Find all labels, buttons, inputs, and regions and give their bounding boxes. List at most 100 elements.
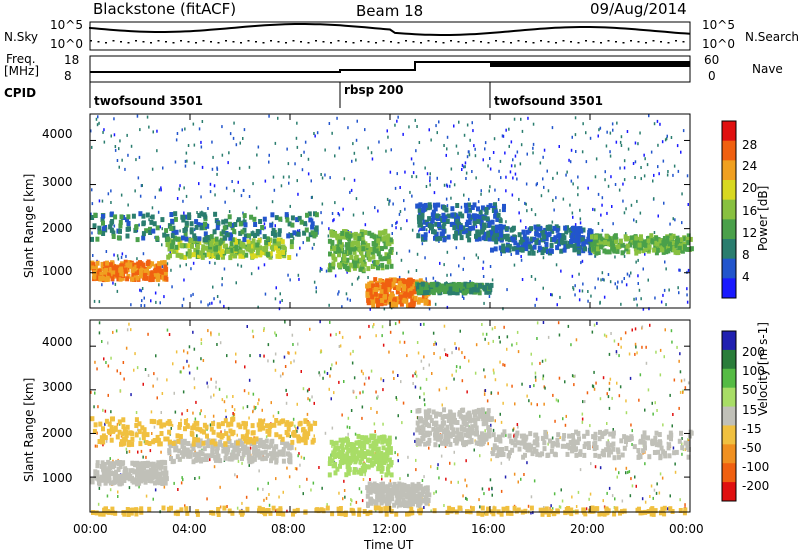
noise-mark xyxy=(598,128,600,132)
data-cell xyxy=(370,460,375,466)
noise-mark xyxy=(105,361,107,364)
noise-mark xyxy=(463,193,465,197)
data-cell xyxy=(338,463,342,469)
noise-mark xyxy=(110,189,112,193)
data-cell xyxy=(136,466,140,472)
noise-mark xyxy=(387,135,389,139)
noise-mark xyxy=(635,484,637,488)
data-cell xyxy=(634,235,639,241)
data-cell xyxy=(662,236,667,241)
data-cell xyxy=(110,219,115,224)
noise-mark xyxy=(443,348,446,352)
noise-mark xyxy=(154,195,156,199)
noise-mark xyxy=(321,202,324,206)
noise-mark xyxy=(310,488,312,492)
data-cell xyxy=(228,428,233,434)
data-cell xyxy=(227,439,232,444)
noise-mark xyxy=(400,380,402,384)
data-cell xyxy=(117,419,122,425)
data-cell xyxy=(346,470,351,476)
noise-mark xyxy=(529,385,531,388)
noise-mark xyxy=(321,268,323,271)
noise-mark xyxy=(673,164,676,168)
data-cell xyxy=(276,241,281,247)
noise-mark xyxy=(224,409,227,413)
noise-mark xyxy=(180,370,182,374)
noise-mark xyxy=(525,182,528,186)
noise-mark xyxy=(652,179,654,183)
noise-mark xyxy=(193,143,196,147)
noise-mark xyxy=(298,452,300,456)
noise-mark xyxy=(446,353,449,357)
noise-mark xyxy=(283,355,286,359)
data-cell xyxy=(536,240,541,245)
nsearch-dot xyxy=(277,41,280,43)
data-cell xyxy=(260,450,265,456)
data-cell xyxy=(285,420,290,426)
noise-mark xyxy=(605,334,608,338)
noise-mark xyxy=(463,355,466,359)
noise-mark xyxy=(118,165,120,169)
noise-mark xyxy=(497,391,499,395)
data-cell xyxy=(160,217,165,223)
data-cell xyxy=(450,206,455,212)
noise-mark xyxy=(223,304,225,308)
data-cell xyxy=(475,287,480,293)
data-cell xyxy=(219,238,224,244)
noise-mark xyxy=(151,432,153,435)
data-cell xyxy=(172,248,177,254)
noise-mark xyxy=(225,186,228,190)
noise-mark xyxy=(444,445,447,448)
data-cell xyxy=(340,453,345,459)
data-cell xyxy=(283,441,288,447)
noise-mark xyxy=(179,184,181,188)
data-cell xyxy=(198,442,203,448)
data-cell xyxy=(124,429,129,435)
noise-mark xyxy=(536,250,539,254)
data-cell xyxy=(264,438,269,444)
noise-mark xyxy=(178,187,180,191)
noise-mark xyxy=(211,167,214,171)
noise-mark xyxy=(525,202,527,206)
noise-mark xyxy=(397,414,399,418)
data-cell xyxy=(454,222,459,228)
data-cell xyxy=(222,447,227,452)
noise-mark xyxy=(592,385,595,389)
data-cell xyxy=(682,236,687,242)
data-cell xyxy=(280,239,285,245)
noise-mark xyxy=(382,422,384,426)
data-cell xyxy=(127,226,131,232)
noise-mark xyxy=(512,158,514,162)
data-cell xyxy=(490,247,494,253)
data-cell xyxy=(327,238,332,244)
noise-mark xyxy=(240,194,243,198)
noise-mark xyxy=(90,390,92,394)
noise-mark xyxy=(615,350,618,354)
noise-mark xyxy=(520,477,522,481)
data-cell xyxy=(120,275,125,281)
data-cell xyxy=(562,247,567,253)
data-cell xyxy=(377,235,382,241)
noise-mark xyxy=(562,197,565,201)
data-cell xyxy=(103,480,108,486)
data-cell xyxy=(242,237,247,242)
data-cell xyxy=(255,247,260,253)
data-cell xyxy=(352,469,357,475)
noise-mark xyxy=(335,332,337,336)
data-cell xyxy=(616,244,621,250)
noise-mark xyxy=(653,488,656,492)
noise-mark xyxy=(319,269,321,273)
data-cell xyxy=(258,438,263,444)
data-cell xyxy=(119,214,124,220)
noise-mark xyxy=(490,423,492,427)
data-cell xyxy=(111,265,116,271)
noise-mark xyxy=(228,151,230,155)
noise-mark xyxy=(322,376,324,380)
noise-mark xyxy=(311,246,314,250)
data-cell xyxy=(355,455,360,461)
noise-mark xyxy=(589,136,592,140)
data-cell xyxy=(227,221,232,227)
noise-mark xyxy=(546,169,548,173)
noise-mark xyxy=(555,398,558,402)
data-cell xyxy=(214,246,218,252)
